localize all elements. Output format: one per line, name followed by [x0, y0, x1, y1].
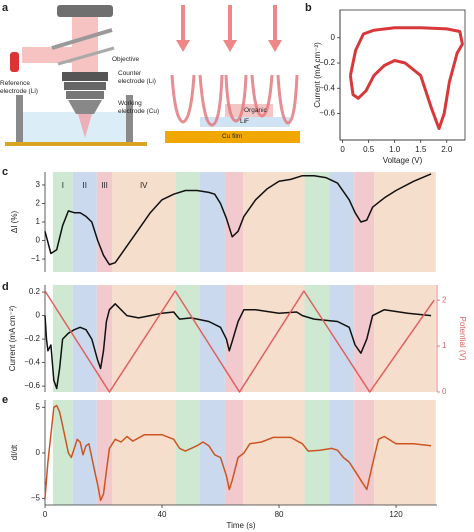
phase-band — [329, 400, 355, 505]
y-tick-label: −5 — [31, 494, 41, 503]
y-axis-label: Current (mA cm⁻²) — [8, 305, 17, 371]
phase-band — [304, 172, 330, 272]
panel-letter: c — [2, 166, 8, 178]
phase-band — [243, 172, 305, 272]
phase-band — [175, 400, 201, 505]
phase-band — [200, 172, 225, 272]
label: Counter electrode (Li) — [118, 70, 156, 85]
phase-band — [224, 285, 244, 392]
y-tick-label: 2 — [36, 199, 41, 208]
series-line — [44, 404, 432, 502]
phase-band — [72, 172, 97, 272]
x-axis-label: Time (s) — [226, 521, 255, 530]
y-tick-label: −0.4 — [319, 83, 335, 92]
y-tick-label: −0.6 — [24, 381, 40, 390]
y-tick-label: 0.2 — [29, 287, 41, 296]
phase-band — [52, 400, 73, 505]
label: Objective — [112, 56, 140, 63]
phase-band — [175, 172, 201, 272]
y-tick-label: −0.2 — [319, 58, 335, 67]
phase-band — [243, 400, 305, 505]
series-line — [44, 290, 435, 393]
x-tick-label: 0 — [43, 510, 48, 519]
y-tick-label: 5 — [36, 402, 41, 411]
phase-band — [374, 172, 436, 272]
x-tick-label: 0 — [340, 145, 345, 154]
y-tick-label: 0 — [36, 311, 41, 320]
phase-band — [329, 285, 355, 392]
y-tick-label: 1 — [36, 217, 41, 226]
series-line — [44, 173, 432, 266]
y-tick-label: 0 — [331, 33, 336, 42]
y-tick-label: −1 — [31, 254, 41, 263]
phase-band — [224, 172, 244, 272]
phase-band — [200, 285, 225, 392]
label: Cu film — [222, 133, 243, 140]
label: Organic — [244, 107, 267, 114]
panel-letter: e — [2, 394, 8, 406]
phase-label: II — [83, 181, 87, 190]
phase-label: I — [62, 181, 64, 190]
y2-axis-label: Potential (V) — [458, 316, 467, 360]
phase-band — [72, 285, 97, 392]
phase-band — [112, 400, 176, 505]
series-line — [348, 26, 464, 131]
phase-band — [329, 172, 355, 272]
phase-band — [175, 285, 201, 392]
panel-letter: a — [2, 2, 9, 14]
phase-band — [374, 400, 436, 505]
schematic — [5, 5, 300, 146]
phase-band — [304, 400, 330, 505]
x-tick-label: 2.0 — [441, 145, 453, 154]
phase-label: IV — [140, 181, 148, 190]
label: LiF — [240, 118, 250, 125]
phase-band — [354, 400, 375, 505]
y-tick-label: 0 — [36, 448, 41, 457]
x-tick-label: 40 — [158, 510, 167, 519]
y2-tick-label: 0 — [442, 387, 447, 396]
x-tick-label: 120 — [389, 510, 403, 519]
y-axis-label: Current (mA cm⁻²) — [313, 42, 322, 108]
y2-tick-label: 1 — [442, 341, 447, 350]
label: Working electrode (Cu) — [118, 100, 160, 115]
y2-tick-label: 2 — [442, 295, 447, 304]
x-tick-label: 1.0 — [389, 145, 401, 154]
y-tick-label: −0.6 — [319, 109, 335, 118]
x-tick-label: 1.5 — [415, 145, 427, 154]
phase-band — [354, 285, 375, 392]
phase-band — [224, 400, 244, 505]
phase-band — [304, 285, 330, 392]
label: Reference electrode (Li) — [0, 80, 38, 95]
phase-label: III — [101, 181, 108, 190]
phase-band — [374, 285, 436, 392]
phase-band — [354, 172, 375, 272]
y-axis-label: dI/dt — [10, 444, 19, 460]
x-tick-label: 0.5 — [363, 145, 375, 154]
phase-band — [96, 400, 113, 505]
phase-band — [72, 400, 97, 505]
y-axis-label: ΔI (%) — [10, 211, 19, 234]
y-tick-label: 0 — [36, 236, 41, 245]
x-tick-label: 80 — [275, 510, 284, 519]
y-tick-label: 3 — [36, 180, 41, 189]
x-axis-label: Voltage (V) — [383, 156, 423, 165]
y-tick-label: −0.4 — [24, 358, 40, 367]
panel-letter: b — [305, 2, 312, 14]
series-line — [44, 303, 432, 390]
y-tick-label: −0.2 — [24, 334, 40, 343]
panel-letter: d — [2, 281, 9, 293]
